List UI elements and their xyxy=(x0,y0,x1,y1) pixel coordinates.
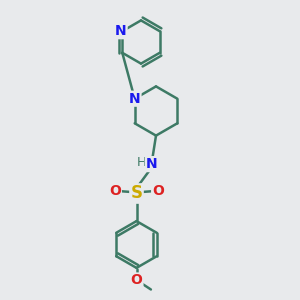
Text: N: N xyxy=(115,24,127,38)
Text: O: O xyxy=(130,274,142,287)
Text: S: S xyxy=(130,184,142,202)
Text: O: O xyxy=(109,184,121,198)
Text: O: O xyxy=(152,184,164,198)
Text: N: N xyxy=(146,157,157,171)
Text: N: N xyxy=(129,92,140,106)
Text: H: H xyxy=(137,156,147,169)
